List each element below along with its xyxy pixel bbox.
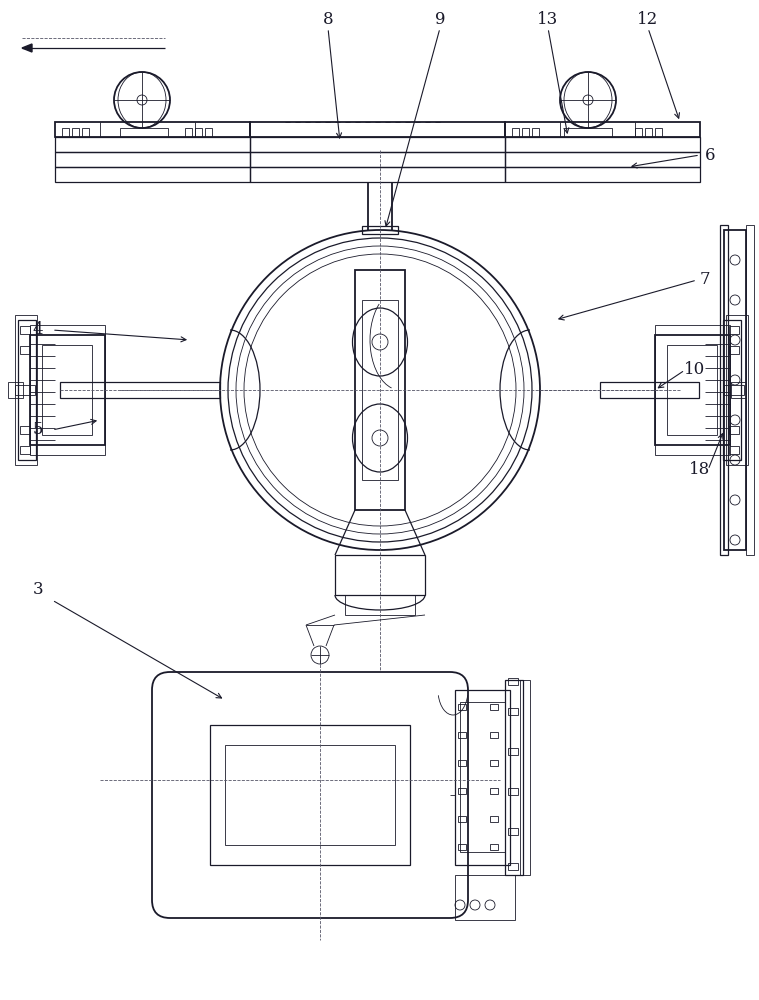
Bar — [490, 844, 498, 850]
Bar — [458, 732, 466, 738]
Bar — [490, 732, 498, 738]
Bar — [345, 595, 415, 615]
Bar — [508, 863, 518, 870]
Bar — [185, 128, 192, 137]
Text: 4: 4 — [33, 322, 43, 338]
Bar — [600, 382, 699, 398]
Bar — [655, 128, 662, 137]
Bar — [72, 128, 79, 137]
Bar — [62, 128, 69, 137]
Bar — [729, 326, 739, 334]
Bar — [505, 152, 700, 167]
Bar — [729, 446, 739, 454]
Bar — [490, 788, 498, 794]
Bar — [490, 816, 498, 822]
Text: 3: 3 — [33, 582, 43, 598]
Bar — [460, 702, 505, 852]
Bar — [18, 320, 36, 460]
Bar — [195, 128, 202, 137]
Bar — [655, 335, 730, 445]
Bar — [508, 748, 518, 755]
Bar — [8, 382, 23, 398]
Bar — [512, 128, 519, 137]
Text: 18: 18 — [689, 462, 710, 479]
Text: 13: 13 — [537, 11, 559, 28]
Bar — [508, 678, 518, 685]
Bar — [520, 680, 530, 875]
Bar — [250, 167, 505, 182]
Bar — [55, 167, 250, 182]
Bar — [746, 225, 754, 555]
Bar — [458, 704, 466, 710]
Bar — [82, 128, 89, 137]
Bar — [490, 760, 498, 766]
Bar — [20, 346, 30, 354]
Bar — [15, 315, 37, 465]
Bar — [505, 122, 700, 137]
Bar — [458, 844, 466, 850]
Bar — [120, 128, 168, 137]
Bar — [15, 385, 35, 395]
Bar — [205, 128, 212, 137]
Bar — [720, 225, 728, 555]
Bar — [55, 152, 250, 167]
Bar — [42, 345, 92, 435]
Bar — [667, 345, 717, 435]
Text: 12: 12 — [638, 11, 659, 28]
Bar — [30, 325, 105, 455]
Bar — [458, 816, 466, 822]
Bar — [362, 226, 398, 234]
Bar — [20, 326, 30, 334]
Bar — [225, 745, 395, 845]
Bar — [724, 230, 746, 550]
Bar — [731, 382, 746, 398]
Bar — [490, 704, 498, 710]
Bar — [20, 446, 30, 454]
Bar — [532, 128, 539, 137]
Bar — [250, 122, 505, 137]
Bar — [505, 680, 523, 875]
Bar — [505, 167, 700, 182]
Bar — [508, 828, 518, 835]
Bar — [455, 875, 515, 920]
Bar — [210, 725, 410, 865]
Bar — [635, 128, 642, 137]
Bar — [30, 335, 105, 445]
Bar — [724, 385, 744, 395]
Bar — [458, 760, 466, 766]
Text: 9: 9 — [435, 11, 446, 28]
Bar — [564, 128, 612, 137]
Polygon shape — [22, 44, 32, 52]
Bar — [522, 128, 529, 137]
Bar — [458, 788, 466, 794]
Bar — [729, 426, 739, 434]
Bar — [645, 128, 652, 137]
Bar — [362, 300, 398, 480]
Text: 6: 6 — [705, 146, 715, 163]
Bar — [335, 555, 425, 595]
Bar — [508, 708, 518, 715]
Bar — [250, 152, 505, 167]
Text: 5: 5 — [33, 422, 43, 438]
Bar — [20, 426, 30, 434]
Bar — [455, 690, 510, 865]
Bar — [729, 346, 739, 354]
Bar — [726, 315, 748, 465]
Bar — [355, 270, 405, 510]
Bar — [655, 325, 730, 455]
Bar — [505, 137, 700, 152]
Text: 8: 8 — [323, 11, 333, 28]
Bar — [508, 788, 518, 795]
Text: 7: 7 — [700, 271, 710, 288]
Bar — [60, 382, 220, 398]
Bar — [55, 122, 250, 137]
Bar — [723, 320, 741, 460]
Bar — [55, 137, 250, 152]
Bar — [250, 137, 505, 152]
Text: 10: 10 — [685, 361, 706, 378]
